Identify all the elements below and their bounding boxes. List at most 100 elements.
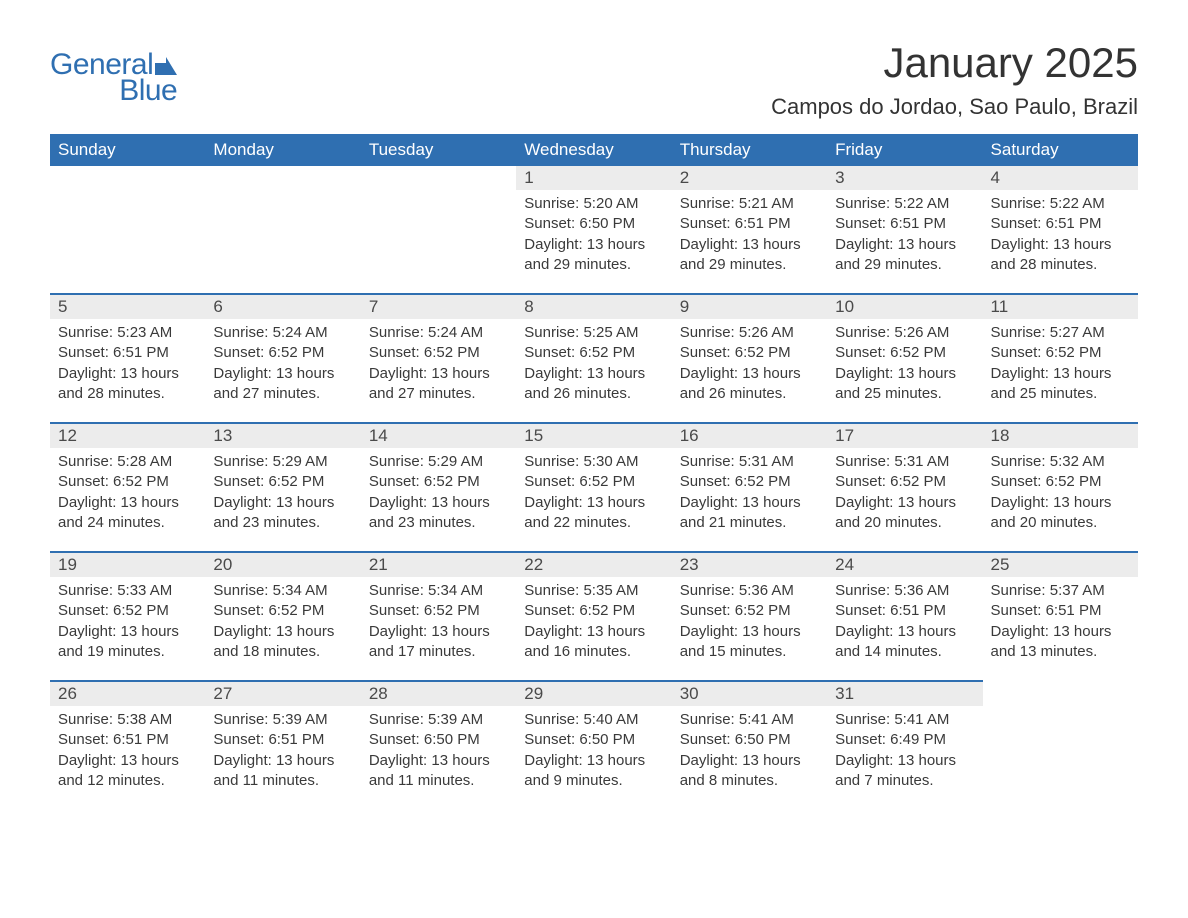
sunset-line-label: Sunset: — [680, 473, 735, 490]
sunset-line: Sunset: 6:50 PM — [524, 730, 663, 750]
day-number-cell: 31 — [827, 681, 982, 706]
week-daynum-row: 12131415161718 — [50, 423, 1138, 448]
day-content-cell: Sunrise: 5:27 AMSunset: 6:52 PMDaylight:… — [983, 319, 1138, 423]
daylight-line-label: Daylight: — [369, 623, 432, 640]
sunrise-line-label: Sunrise: — [58, 324, 117, 341]
sunrise-line-value: 5:41 AM — [739, 711, 794, 728]
sunset-line-value: 6:51 PM — [113, 344, 169, 361]
sunrise-line: Sunrise: 5:41 AM — [680, 710, 819, 730]
sunrise-line-value: 5:29 AM — [273, 453, 328, 470]
day-content-cell: Sunrise: 5:32 AMSunset: 6:52 PMDaylight:… — [983, 448, 1138, 552]
daylight-line-label: Daylight: — [213, 752, 276, 769]
daylight-line-label: Daylight: — [680, 623, 743, 640]
day-number-cell: 12 — [50, 423, 205, 448]
sunset-line: Sunset: 6:52 PM — [369, 601, 508, 621]
daylight-line-label: Daylight: — [835, 494, 898, 511]
sunrise-line-label: Sunrise: — [524, 324, 583, 341]
sunset-line-label: Sunset: — [835, 473, 890, 490]
day-content-cell: Sunrise: 5:39 AMSunset: 6:51 PMDaylight:… — [205, 706, 360, 810]
sunset-line-value: 6:52 PM — [1046, 344, 1102, 361]
day-number-cell: 10 — [827, 294, 982, 319]
sunrise-line-label: Sunrise: — [524, 195, 583, 212]
day-number-cell: 8 — [516, 294, 671, 319]
sunset-line-label: Sunset: — [835, 344, 890, 361]
weekday-header-row: SundayMondayTuesdayWednesdayThursdayFrid… — [50, 134, 1138, 166]
sunrise-line: Sunrise: 5:24 AM — [369, 323, 508, 343]
sunrise-line-value: 5:33 AM — [117, 582, 172, 599]
sunset-line-label: Sunset: — [524, 344, 579, 361]
sunrise-line-value: 5:41 AM — [894, 711, 949, 728]
day-content-cell: Sunrise: 5:20 AMSunset: 6:50 PMDaylight:… — [516, 190, 671, 294]
day-content-cell: Sunrise: 5:40 AMSunset: 6:50 PMDaylight:… — [516, 706, 671, 810]
daylight-line-label: Daylight: — [991, 623, 1054, 640]
sunrise-line-value: 5:28 AM — [117, 453, 172, 470]
daylight-line: Daylight: 13 hours and 28 minutes. — [991, 235, 1130, 276]
sunset-line: Sunset: 6:52 PM — [524, 343, 663, 363]
sunrise-line: Sunrise: 5:34 AM — [369, 581, 508, 601]
sunrise-line-label: Sunrise: — [991, 453, 1050, 470]
sunrise-line: Sunrise: 5:39 AM — [369, 710, 508, 730]
sunrise-line-value: 5:23 AM — [117, 324, 172, 341]
daylight-line: Daylight: 13 hours and 23 minutes. — [213, 493, 352, 534]
sunrise-line-value: 5:39 AM — [273, 711, 328, 728]
sunset-line-value: 6:51 PM — [1046, 602, 1102, 619]
sunset-line-value: 6:50 PM — [424, 731, 480, 748]
sunrise-line-value: 5:20 AM — [583, 195, 638, 212]
sunset-line-value: 6:52 PM — [735, 344, 791, 361]
day-number-cell: 1 — [516, 166, 671, 190]
day-number-cell: 15 — [516, 423, 671, 448]
day-number-cell: 11 — [983, 294, 1138, 319]
sunset-line: Sunset: 6:52 PM — [369, 472, 508, 492]
sunrise-line-value: 5:26 AM — [739, 324, 794, 341]
daylight-line: Daylight: 13 hours and 18 minutes. — [213, 622, 352, 663]
daylight-line-label: Daylight: — [835, 236, 898, 253]
daylight-line-label: Daylight: — [58, 623, 121, 640]
sunrise-line-label: Sunrise: — [524, 582, 583, 599]
sunset-line-value: 6:52 PM — [424, 344, 480, 361]
sunset-line: Sunset: 6:52 PM — [835, 472, 974, 492]
daylight-line-label: Daylight: — [213, 494, 276, 511]
weekday-header: Friday — [827, 134, 982, 166]
sunset-line-value: 6:52 PM — [890, 473, 946, 490]
day-content-cell: Sunrise: 5:21 AMSunset: 6:51 PMDaylight:… — [672, 190, 827, 294]
sunset-line-label: Sunset: — [524, 731, 579, 748]
sunrise-line: Sunrise: 5:22 AM — [991, 194, 1130, 214]
sunrise-line: Sunrise: 5:26 AM — [680, 323, 819, 343]
logo: General Blue — [50, 40, 177, 106]
daylight-line-label: Daylight: — [680, 494, 743, 511]
sunrise-line: Sunrise: 5:31 AM — [835, 452, 974, 472]
weekday-header: Sunday — [50, 134, 205, 166]
week-content-row: Sunrise: 5:33 AM Sunset: 6:52 PM Daylight:… — [50, 577, 1138, 681]
day-content-cell: Sunrise: 5:25 AMSunset: 6:52 PMDaylight:… — [516, 319, 671, 423]
calendar-page: General Blue January 2025 Campos do Jord… — [0, 0, 1188, 918]
sunset-line: Sunset: 6:52 PM — [524, 601, 663, 621]
sunset-line-value: 6:52 PM — [424, 473, 480, 490]
daylight-line: Daylight: 13 hours and 27 minutes. — [213, 364, 352, 405]
sunrise-line-label: Sunrise: — [369, 324, 428, 341]
daylight-line-label: Daylight: — [369, 365, 432, 382]
day-number-cell: 29 — [516, 681, 671, 706]
daylight-line: Daylight: 13 hours and 20 minutes. — [835, 493, 974, 534]
daylight-line: Daylight: 13 hours and 7 minutes. — [835, 751, 974, 792]
sunrise-line-value: 5:38 AM — [117, 711, 172, 728]
sunset-line-label: Sunset: — [369, 602, 424, 619]
day-number-cell: 20 — [205, 552, 360, 577]
sunset-line-label: Sunset: — [835, 215, 890, 232]
day-content-cell: Sunrise: 5:38 AMSunset: 6:51 PMDaylight:… — [50, 706, 205, 810]
day-content-cell: Sunrise: 5:28 AMSunset: 6:52 PMDaylight:… — [50, 448, 205, 552]
daylight-line: Daylight: 13 hours and 22 minutes. — [524, 493, 663, 534]
daylight-line-label: Daylight: — [369, 752, 432, 769]
sunrise-line: Sunrise: 5:30 AM — [524, 452, 663, 472]
sunrise-line-value: 5:30 AM — [583, 453, 638, 470]
week-daynum-row: 567891011 — [50, 294, 1138, 319]
sunrise-line: Sunrise: 5:26 AM — [835, 323, 974, 343]
sunrise-line-value: 5:31 AM — [894, 453, 949, 470]
day-content-cell — [983, 706, 1138, 810]
day-number-cell: 19 — [50, 552, 205, 577]
daylight-line: Daylight: 13 hours and 15 minutes. — [680, 622, 819, 663]
week-content-row: Sunrise: 5:38 AMSunset: 6:51 PMDaylight:… — [50, 706, 1138, 810]
day-content-cell: Sunrise: 5:31 AMSunset: 6:52 PMDaylight:… — [672, 448, 827, 552]
sunset-line-value: 6:52 PM — [579, 473, 635, 490]
day-number-cell: 6 — [205, 294, 360, 319]
daylight-line-label: Daylight: — [991, 494, 1054, 511]
